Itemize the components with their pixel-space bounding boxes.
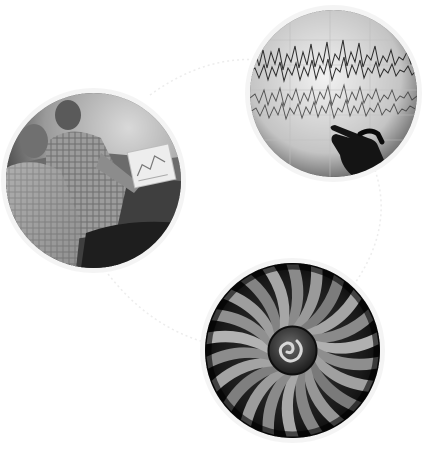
jet-engine-fan-photo (205, 263, 380, 438)
data-graph-touch-photo (250, 10, 417, 177)
people-with-clipboard-photo (6, 93, 181, 268)
